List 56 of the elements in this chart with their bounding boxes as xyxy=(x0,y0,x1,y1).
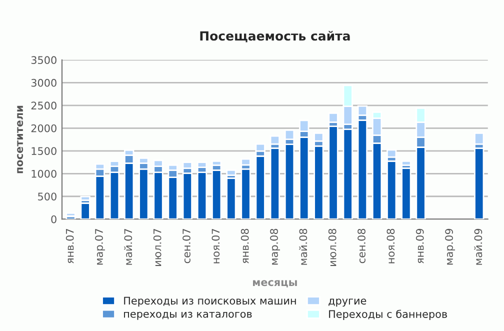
y-tick-label: 3000 xyxy=(31,78,56,87)
bar xyxy=(138,168,149,220)
bar xyxy=(357,119,368,220)
x-tick-label: май.09 xyxy=(474,228,482,265)
bar xyxy=(66,212,76,217)
x-tick-label: мар.09 xyxy=(445,228,455,265)
bar xyxy=(80,202,90,220)
x-tick-label: янв.07 xyxy=(66,229,74,264)
x-tick-label: сен.08 xyxy=(358,228,366,264)
bar xyxy=(314,145,324,220)
y-tick-label: 2000 xyxy=(31,124,56,132)
y-axis-title: посетители xyxy=(17,106,24,174)
x-tick-label: ноя.08 xyxy=(386,228,395,264)
bar xyxy=(182,172,192,220)
x-tick-label: май.07 xyxy=(124,229,132,265)
bar xyxy=(226,177,236,220)
y-tick-label: 1500 xyxy=(32,147,56,155)
bar xyxy=(240,158,251,166)
bar xyxy=(401,160,412,166)
bar xyxy=(474,147,484,220)
bar xyxy=(240,168,251,220)
bar xyxy=(212,170,222,220)
bar xyxy=(270,147,280,220)
x-tick-label: сен.07 xyxy=(182,229,190,264)
chart-title: Посещаемость сайта xyxy=(200,30,350,42)
x-tick-label: янв.08 xyxy=(240,228,249,264)
bar xyxy=(328,112,338,123)
bar xyxy=(386,149,397,158)
bar xyxy=(196,172,208,220)
legend-label: Переходы с баннеров xyxy=(329,310,447,320)
y-tick-label: 3500 xyxy=(31,56,56,64)
x-tick-label: мар.07 xyxy=(95,229,105,265)
legend-label: другие xyxy=(328,298,366,307)
y-tick-label: 2500 xyxy=(31,102,56,110)
x-axis-title: месяцы xyxy=(253,280,297,288)
bar xyxy=(386,160,397,220)
bar xyxy=(270,135,280,145)
bar xyxy=(80,196,90,201)
bar xyxy=(328,126,338,220)
bar xyxy=(255,155,266,220)
x-tick-label: янв.09 xyxy=(416,228,424,264)
bar xyxy=(226,170,236,176)
bar xyxy=(284,144,295,220)
legend-label: переходы из каталогов xyxy=(124,312,252,320)
y-tick-label: 500 xyxy=(38,192,56,200)
bar xyxy=(342,128,353,220)
bar xyxy=(474,132,484,145)
y-tick-label: 0 xyxy=(51,215,56,224)
bar xyxy=(401,167,412,220)
y-tick-label: 1000 xyxy=(32,170,56,178)
x-tick-label: мар.08 xyxy=(270,228,280,265)
x-tick-label: июл.07 xyxy=(153,229,162,266)
x-tick-label: июл.08 xyxy=(328,228,336,266)
legend-label: Переходы из поисковых машин xyxy=(124,296,296,307)
x-tick-label: ноя.07 xyxy=(212,229,220,264)
x-tick-label: май.08 xyxy=(299,228,308,265)
